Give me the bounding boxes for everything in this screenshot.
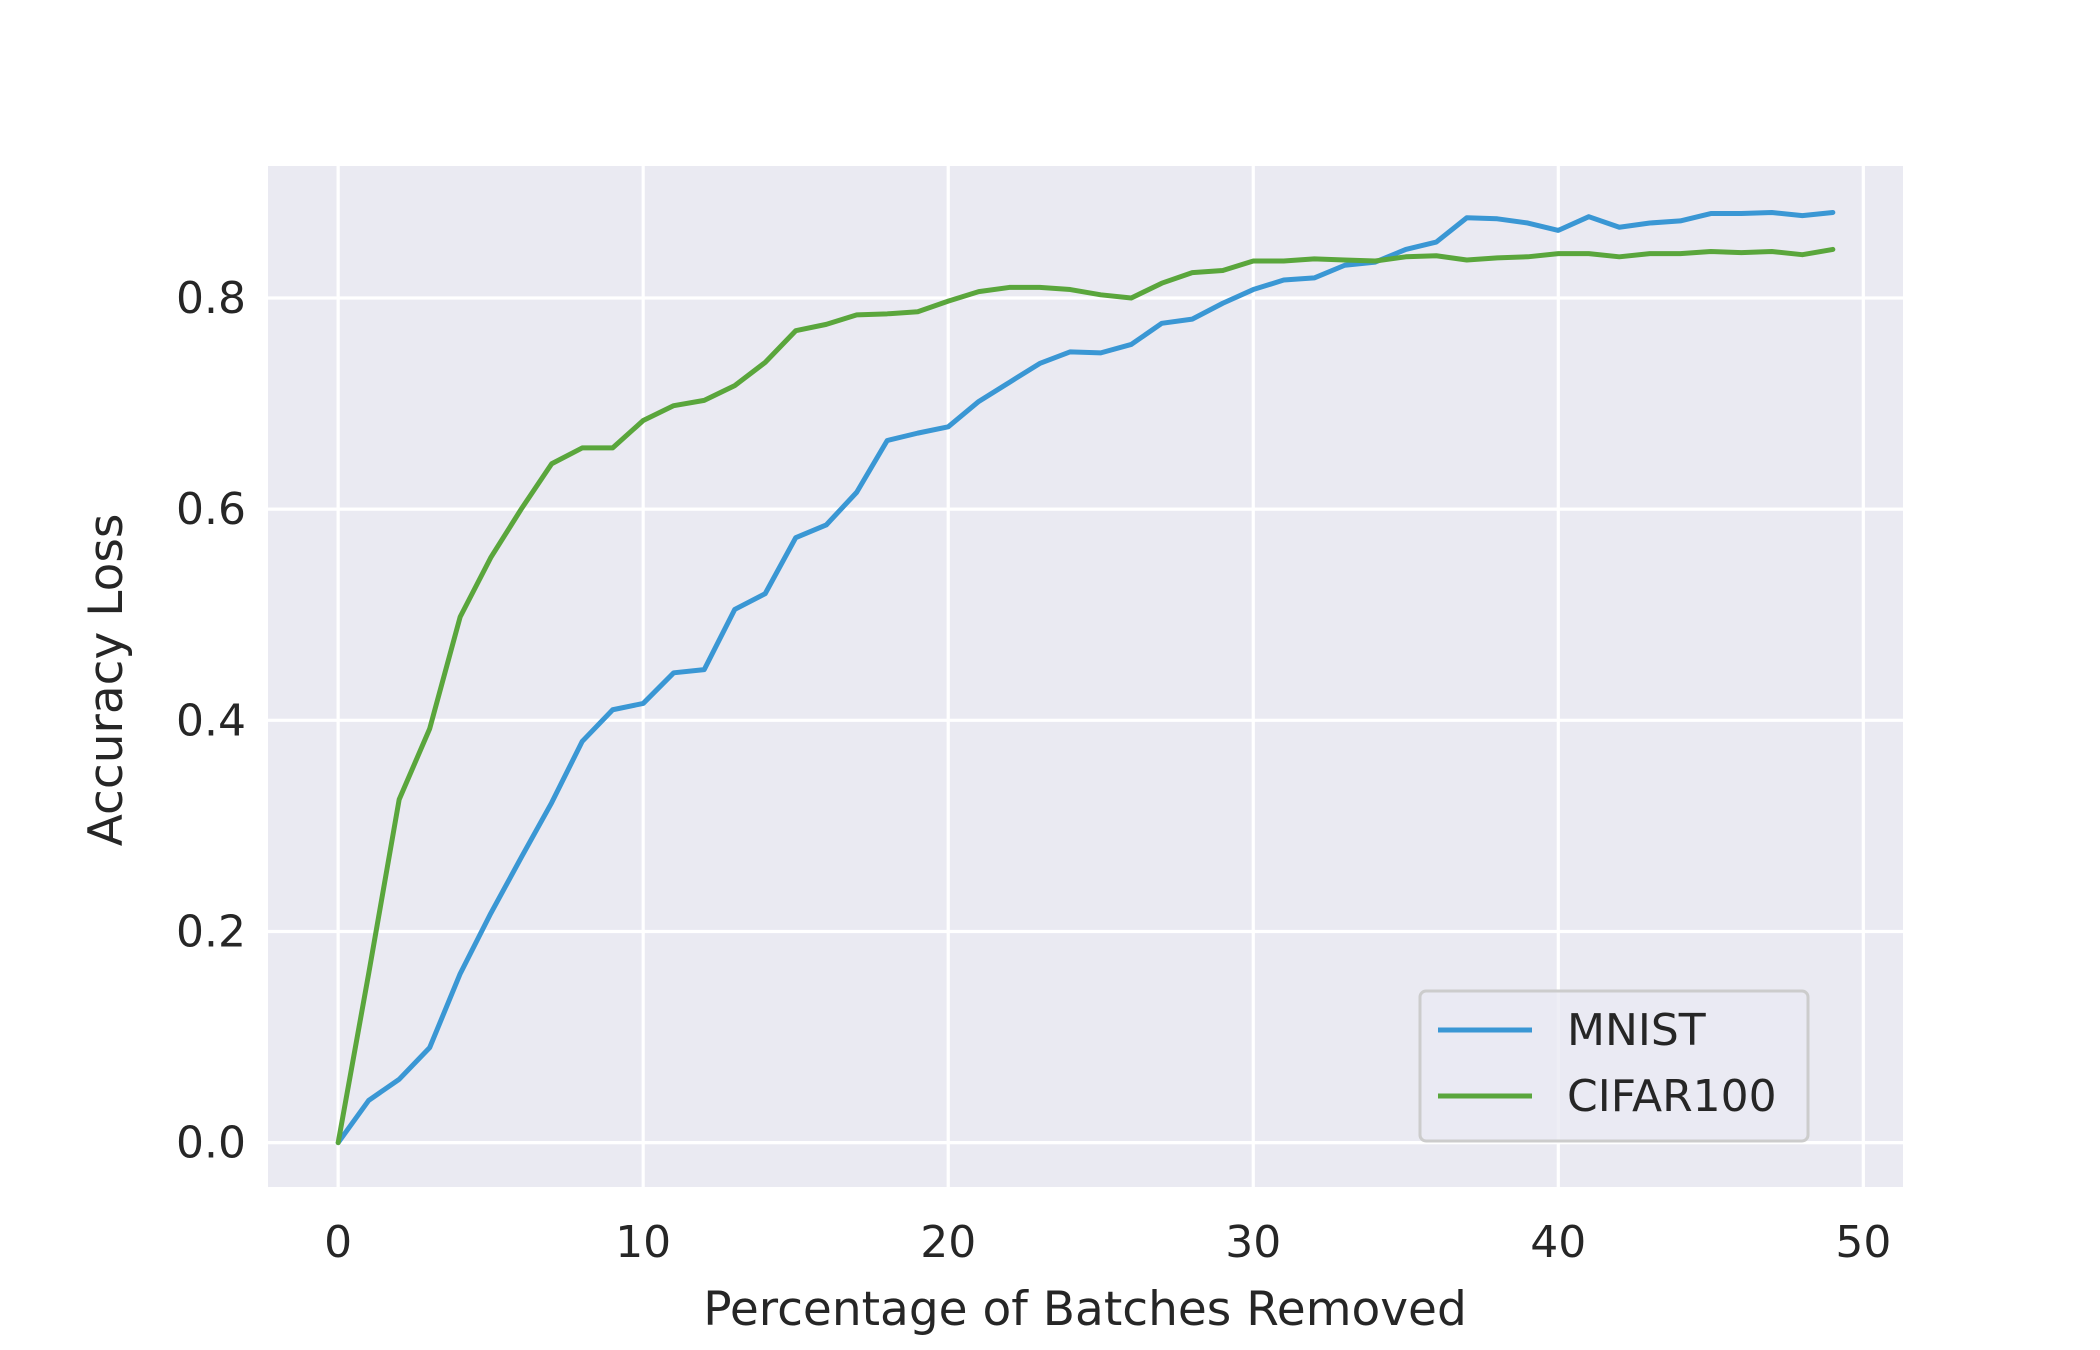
- legend: MNIST CIFAR100: [1418, 989, 1810, 1143]
- y-tick-label: 0.6: [176, 484, 246, 535]
- x-tick-label: 50: [1835, 1217, 1891, 1268]
- series-line-cifar100: [335, 246, 1836, 1146]
- x-tick-label: 20: [920, 1217, 976, 1268]
- y-tick-label: 0.8: [176, 273, 246, 324]
- legend-label-cifar100: CIFAR100: [1567, 1071, 1777, 1122]
- series-lines: [335, 209, 1836, 1146]
- x-axis-label: Percentage of Batches Removed: [703, 1282, 1467, 1337]
- y-tick-label: 0.2: [176, 906, 246, 957]
- x-tick-label: 10: [615, 1217, 671, 1268]
- y-tick-label: 0.0: [176, 1118, 246, 1169]
- series-line-mnist: [335, 209, 1836, 1146]
- x-tick-label: 40: [1530, 1217, 1586, 1268]
- legend-label-mnist: MNIST: [1567, 1005, 1706, 1056]
- grid-lines: [268, 166, 1903, 1187]
- x-tick-labels: 0 10 20 30 40 50: [324, 1217, 1891, 1268]
- y-tick-label: 0.4: [176, 695, 246, 746]
- x-tick-label: 30: [1225, 1217, 1281, 1268]
- y-tick-labels: 0.0 0.2 0.4 0.6 0.8: [176, 273, 246, 1169]
- x-tick-label: 0: [324, 1217, 352, 1268]
- y-axis-label: Accuracy Loss: [79, 514, 134, 847]
